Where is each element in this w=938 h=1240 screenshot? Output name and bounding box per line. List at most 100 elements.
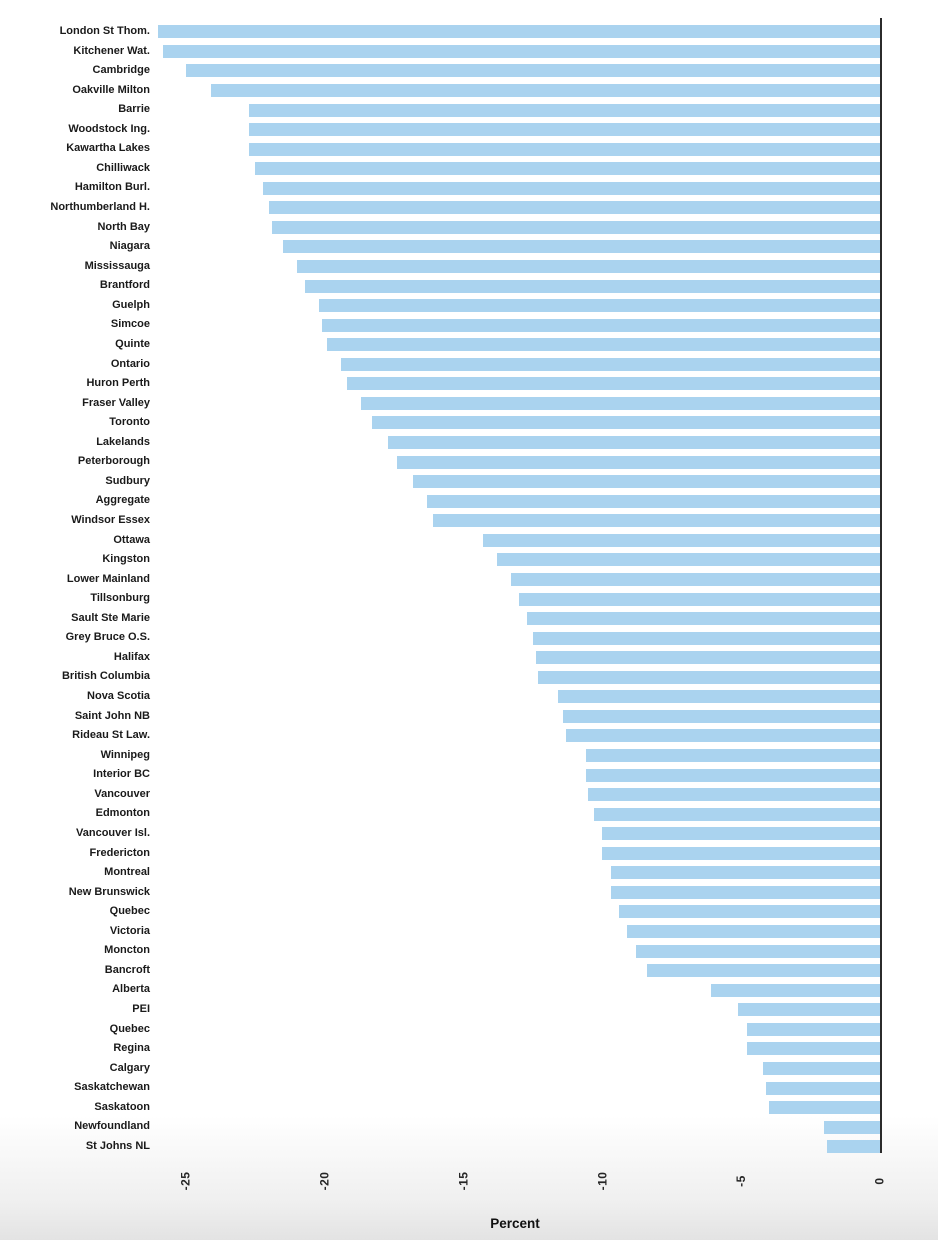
bar bbox=[746, 1042, 880, 1056]
bar bbox=[602, 827, 880, 841]
table-row: PEI bbox=[0, 1000, 938, 1020]
bar bbox=[396, 455, 880, 469]
table-row: Vancouver bbox=[0, 785, 938, 805]
category-label: Fraser Valley bbox=[82, 396, 150, 409]
table-row: Grey Bruce O.S. bbox=[0, 628, 938, 648]
category-label: Guelph bbox=[112, 298, 150, 311]
category-label: Fredericton bbox=[89, 846, 150, 859]
x-tick-label: 0 bbox=[860, 1158, 900, 1204]
category-label: Toronto bbox=[109, 416, 150, 429]
bar bbox=[321, 318, 880, 332]
category-label: Montreal bbox=[104, 866, 150, 879]
table-row: Edmonton bbox=[0, 804, 938, 824]
bar bbox=[249, 123, 880, 137]
table-row: Moncton bbox=[0, 941, 938, 961]
table-row: Saskatchewan bbox=[0, 1078, 938, 1098]
category-label: Barrie bbox=[118, 103, 150, 116]
bar bbox=[210, 83, 880, 97]
bar bbox=[563, 709, 880, 723]
x-tick-label: -10 bbox=[582, 1158, 622, 1204]
table-row: Kitchener Wat. bbox=[0, 42, 938, 62]
category-label: Woodstock Ing. bbox=[68, 122, 150, 135]
bar bbox=[538, 670, 880, 684]
x-tick-text: 0 bbox=[873, 1177, 887, 1185]
category-label: Saskatoon bbox=[94, 1100, 150, 1113]
table-row: Guelph bbox=[0, 296, 938, 316]
category-label: Aggregate bbox=[95, 494, 150, 507]
category-label: Kingston bbox=[102, 553, 150, 566]
bar bbox=[593, 807, 880, 821]
bar bbox=[766, 1081, 880, 1095]
table-row: Woodstock Ing. bbox=[0, 120, 938, 140]
bar bbox=[163, 44, 880, 58]
bar bbox=[557, 690, 880, 704]
category-label: Lower Mainland bbox=[66, 572, 150, 585]
category-label: Niagara bbox=[109, 240, 150, 253]
bar bbox=[738, 1003, 880, 1017]
bar bbox=[341, 357, 880, 371]
bar bbox=[371, 416, 880, 430]
x-tick-text: -15 bbox=[456, 1171, 471, 1191]
category-label: Ottawa bbox=[113, 533, 150, 546]
table-row: Kawartha Lakes bbox=[0, 139, 938, 159]
bar bbox=[254, 162, 880, 176]
table-row: Ontario bbox=[0, 355, 938, 375]
x-tick-label: -25 bbox=[166, 1158, 206, 1204]
table-row: Calgary bbox=[0, 1059, 938, 1079]
category-label: Victoria bbox=[109, 924, 150, 937]
x-tick-text: -5 bbox=[734, 1175, 749, 1187]
category-label: Newfoundland bbox=[74, 1120, 150, 1133]
category-label: Oakville Milton bbox=[72, 83, 150, 96]
table-row: Mississauga bbox=[0, 257, 938, 277]
category-label: Cambridge bbox=[92, 64, 150, 77]
category-label: Moncton bbox=[104, 944, 150, 957]
table-row: London St Thom. bbox=[0, 22, 938, 42]
table-row: Victoria bbox=[0, 922, 938, 942]
category-label: Alberta bbox=[112, 983, 150, 996]
category-label: Grey Bruce O.S. bbox=[65, 631, 150, 644]
table-row: Niagara bbox=[0, 237, 938, 257]
bar bbox=[588, 788, 880, 802]
category-label: New Brunswick bbox=[68, 885, 150, 898]
bar bbox=[304, 279, 880, 293]
table-row: Simcoe bbox=[0, 315, 938, 335]
bar bbox=[585, 749, 880, 763]
table-row: Kingston bbox=[0, 550, 938, 570]
bar bbox=[746, 1022, 880, 1036]
bar bbox=[413, 475, 880, 489]
table-row: Winnipeg bbox=[0, 746, 938, 766]
bar bbox=[263, 181, 880, 195]
table-row: Sault Ste Marie bbox=[0, 609, 938, 629]
category-label: Edmonton bbox=[95, 807, 150, 820]
table-row: Regina bbox=[0, 1039, 938, 1059]
category-label: Kawartha Lakes bbox=[66, 142, 150, 155]
table-row: Lakelands bbox=[0, 433, 938, 453]
category-label: Quebec bbox=[109, 1022, 150, 1035]
table-row: Vancouver Isl. bbox=[0, 824, 938, 844]
bar bbox=[388, 436, 880, 450]
category-label: Winnipeg bbox=[100, 748, 150, 761]
table-row: Brantford bbox=[0, 276, 938, 296]
category-label: Saint John NB bbox=[74, 709, 150, 722]
bar bbox=[282, 240, 880, 254]
category-label: Ontario bbox=[110, 357, 150, 370]
category-label: Saskatchewan bbox=[74, 1081, 150, 1094]
category-label: Tillsonburg bbox=[90, 592, 150, 605]
bar bbox=[482, 533, 880, 547]
category-label: Regina bbox=[113, 1042, 150, 1055]
bar bbox=[627, 925, 880, 939]
category-label: Nova Scotia bbox=[87, 690, 150, 703]
bar bbox=[510, 572, 880, 586]
category-label: Sudbury bbox=[105, 474, 150, 487]
table-row: Quinte bbox=[0, 335, 938, 355]
x-tick-text: -20 bbox=[317, 1171, 332, 1191]
category-label: St Johns NL bbox=[85, 1139, 150, 1152]
bar bbox=[618, 905, 880, 919]
category-label: Bancroft bbox=[104, 963, 150, 976]
category-label: Quinte bbox=[115, 337, 150, 350]
category-label: Huron Perth bbox=[86, 377, 150, 390]
category-label: Chilliwack bbox=[96, 161, 150, 174]
bar bbox=[346, 377, 880, 391]
table-row: Saskatoon bbox=[0, 1098, 938, 1118]
